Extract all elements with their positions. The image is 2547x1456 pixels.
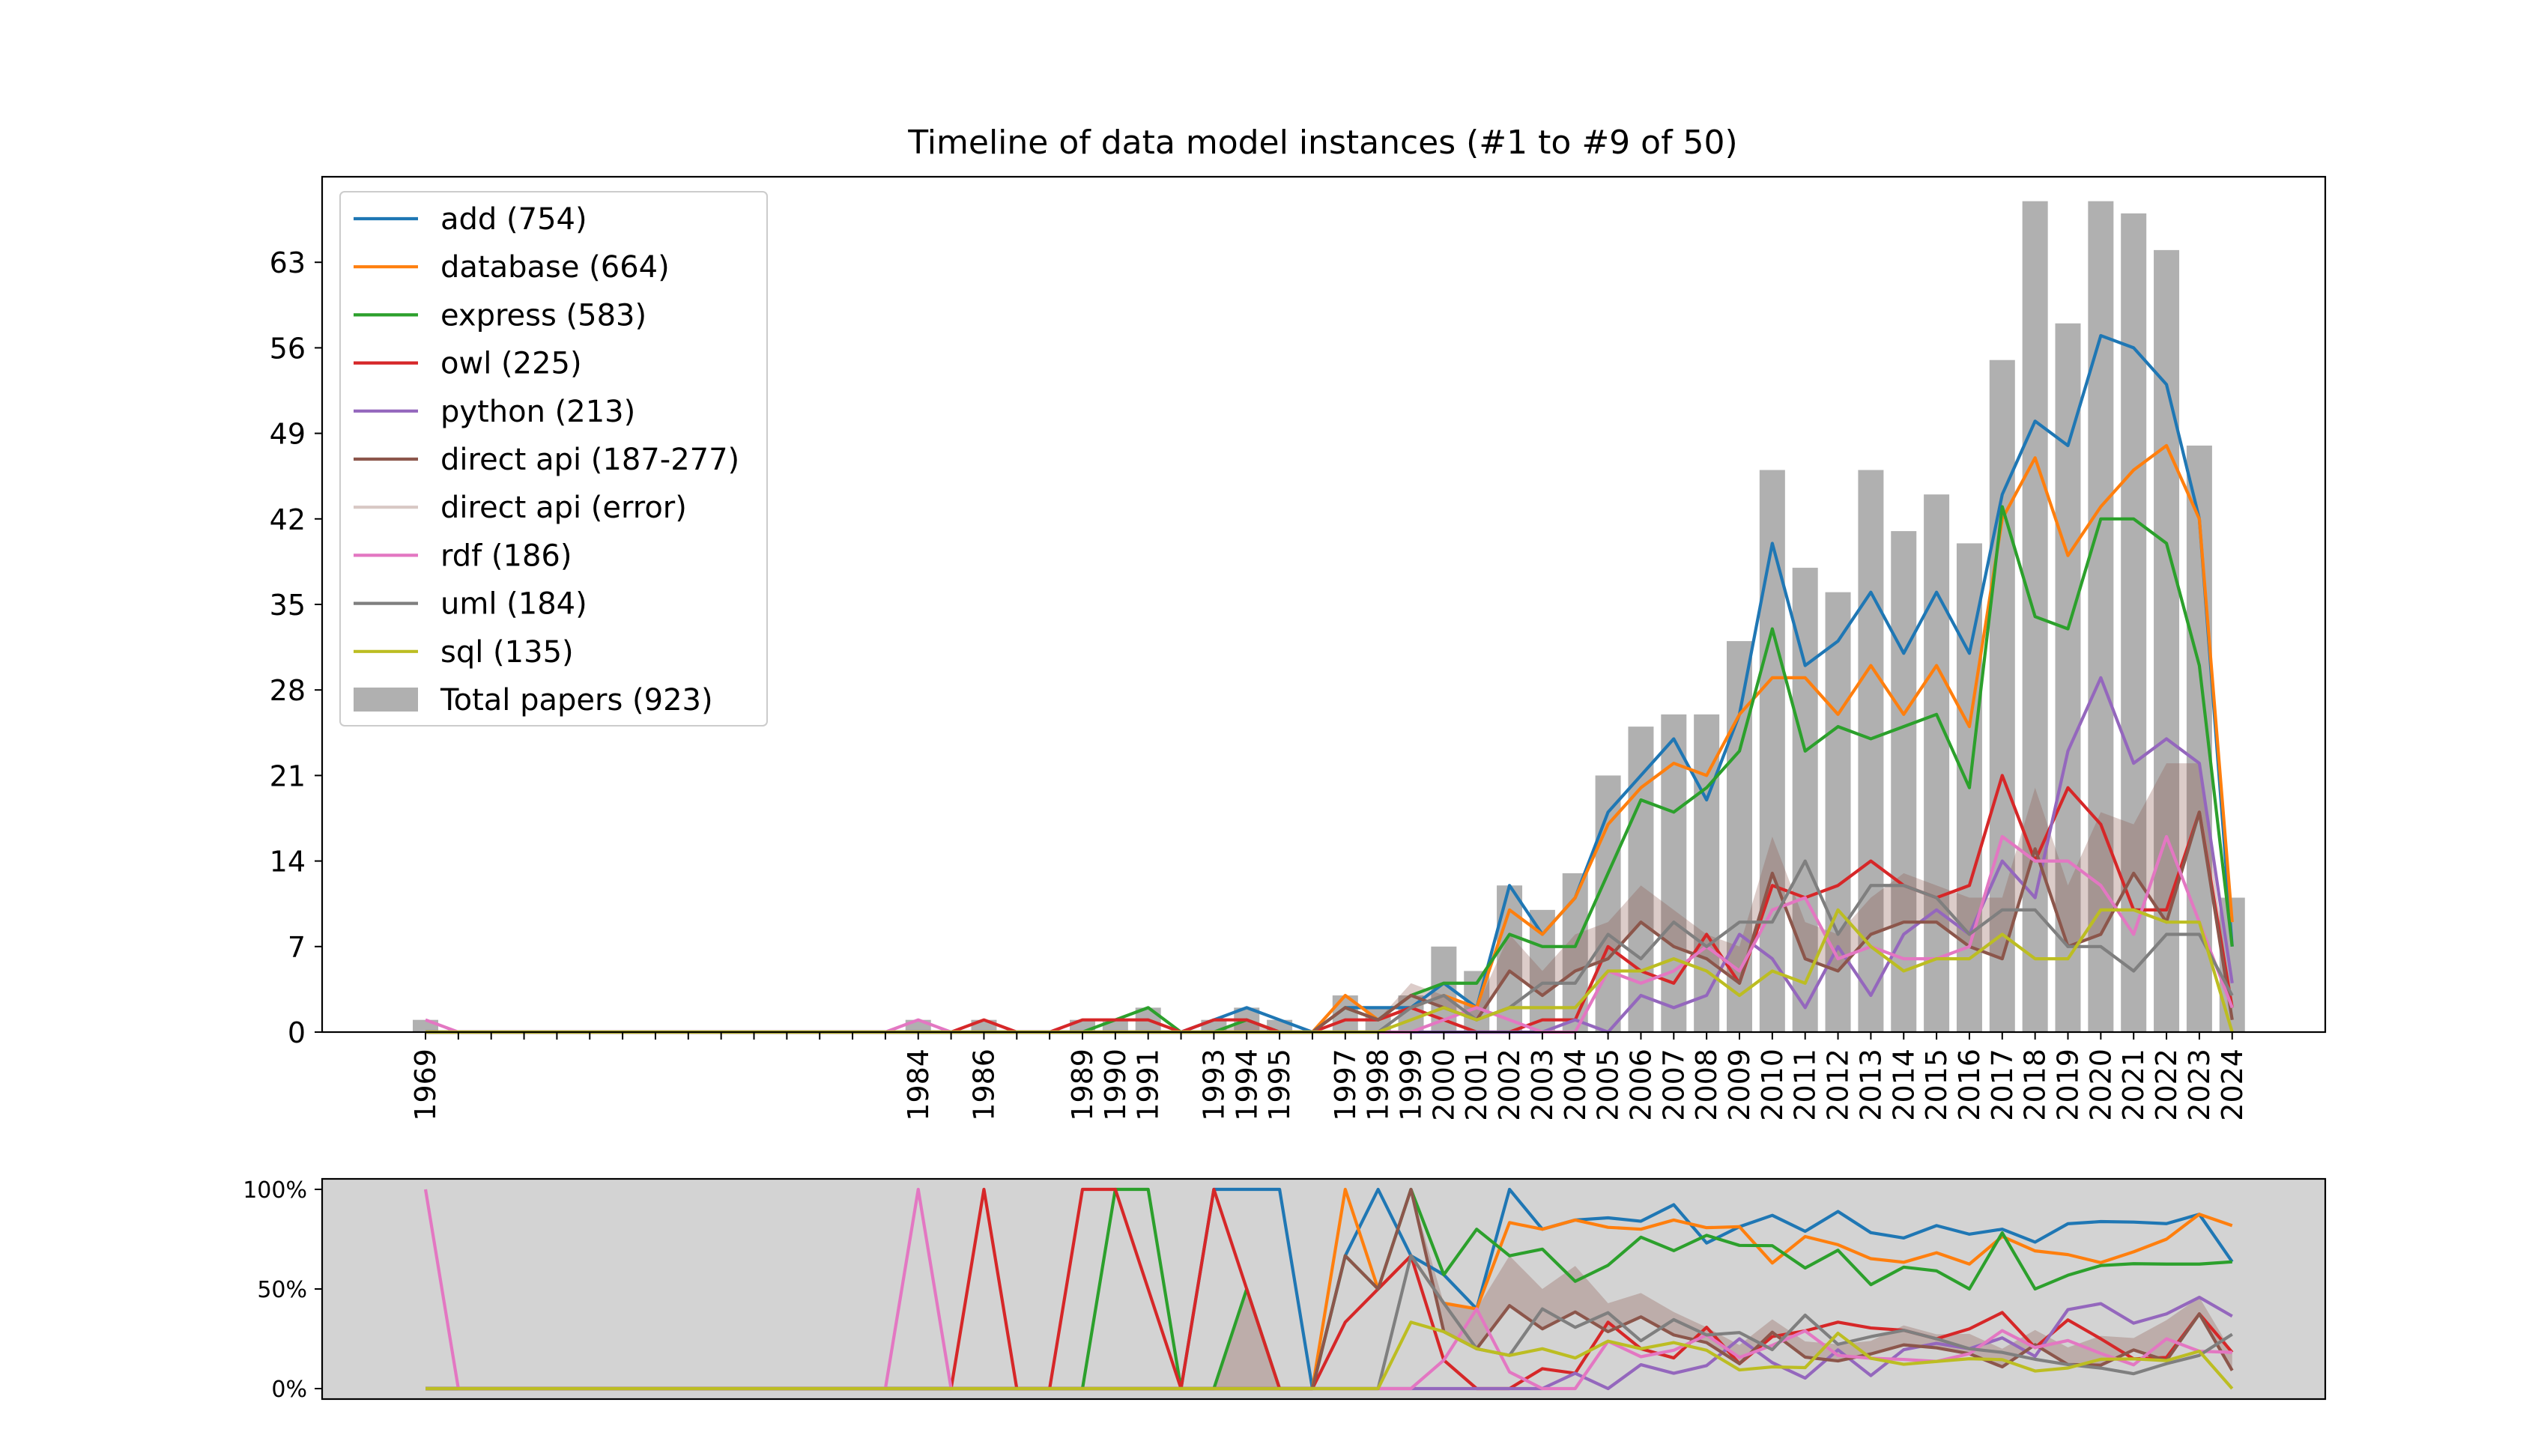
x-tick-label: 2024 <box>2216 1049 2249 1121</box>
pct-y-tick-label: 0% <box>271 1377 307 1403</box>
legend-box <box>339 191 768 727</box>
x-tick-label: 2016 <box>1953 1049 1986 1121</box>
total-papers-bar <box>2154 249 2180 1032</box>
x-tick-label: 2017 <box>1986 1049 2019 1121</box>
x-tick-label: 2014 <box>1887 1049 1920 1121</box>
legend-label: express (583) <box>440 298 646 333</box>
legend-label: rdf (186) <box>440 539 572 573</box>
x-tick-label: 1990 <box>1099 1049 1132 1121</box>
total-papers-bar <box>1529 909 1555 1032</box>
y-tick-label: 35 <box>270 589 306 622</box>
x-tick-label: 2002 <box>1493 1049 1526 1121</box>
x-tick-label: 2007 <box>1657 1049 1690 1121</box>
x-tick-label: 1997 <box>1329 1049 1362 1121</box>
x-tick-label: 2019 <box>2052 1049 2085 1121</box>
legend-label: owl (225) <box>440 347 582 381</box>
chart-title: Timeline of data model instances (#1 to … <box>907 124 1737 162</box>
x-tick-label: 2020 <box>2084 1049 2117 1121</box>
x-tick-label: 2023 <box>2183 1049 2216 1121</box>
y-tick-label: 0 <box>288 1016 306 1049</box>
x-tick-label: 2003 <box>1526 1049 1559 1121</box>
x-tick-label: 1989 <box>1066 1049 1099 1121</box>
x-tick-label: 1969 <box>409 1049 442 1121</box>
x-tick-label: 2021 <box>2117 1049 2150 1121</box>
x-tick-label: 1999 <box>1395 1049 1428 1121</box>
y-tick-label: 56 <box>270 332 306 365</box>
legend-label: python (213) <box>440 395 635 429</box>
legend-swatch <box>354 688 418 712</box>
y-tick-label: 49 <box>270 418 306 451</box>
x-tick-label: 1993 <box>1197 1049 1230 1121</box>
x-tick-label: 1995 <box>1263 1049 1296 1121</box>
pct-y-tick-label: 50% <box>257 1277 307 1303</box>
y-tick-label: 7 <box>288 931 306 964</box>
percentage-line-sql <box>425 1320 2234 1391</box>
y-tick-label: 21 <box>270 759 306 792</box>
total-papers-bar <box>1628 727 1654 1032</box>
legend-label: Total papers (923) <box>440 683 713 718</box>
x-tick-label: 2006 <box>1624 1049 1657 1121</box>
direct-api-error-band <box>425 763 2232 1032</box>
x-tick-label: 1984 <box>902 1049 935 1121</box>
x-tick-label: 2018 <box>2019 1049 2052 1121</box>
y-tick-label: 28 <box>270 674 306 707</box>
legend-label: sql (135) <box>440 635 574 670</box>
x-tick-label: 1991 <box>1132 1049 1165 1121</box>
legend-label: direct api (error) <box>440 491 687 525</box>
x-tick-label: 2011 <box>1789 1049 1822 1121</box>
legend-label: uml (184) <box>440 587 587 622</box>
x-tick-label: 2008 <box>1690 1049 1723 1121</box>
percentage-plot-area: 0% 50% 100% <box>243 1177 2327 1403</box>
legend-label: database (664) <box>440 250 670 285</box>
y-tick-label: 42 <box>270 503 306 536</box>
x-tick-label: 2001 <box>1460 1049 1493 1121</box>
x-tick-label: 1994 <box>1230 1049 1263 1121</box>
x-tick-label: 2010 <box>1756 1049 1789 1121</box>
legend-label: direct api (187-277) <box>440 443 739 477</box>
x-tick-label: 2012 <box>1822 1049 1855 1121</box>
x-tick-label: 2022 <box>2150 1049 2183 1121</box>
x-tick-label: 2004 <box>1559 1049 1592 1121</box>
x-tick-label: 1998 <box>1362 1049 1395 1121</box>
y-tick-label: 14 <box>270 846 306 879</box>
legend-label: add (754) <box>440 202 587 237</box>
total-papers-bar <box>1924 494 1950 1032</box>
x-tick-label: 2000 <box>1427 1049 1460 1121</box>
x-tick-label: 2009 <box>1723 1049 1756 1121</box>
y-tick-label: 63 <box>270 246 306 279</box>
x-tick-label: 1986 <box>967 1049 1000 1121</box>
x-tick-label: 2013 <box>1854 1049 1887 1121</box>
total-papers-bar <box>1759 470 1785 1032</box>
pct-y-tick-label: 100% <box>243 1177 307 1204</box>
x-tick-label: 2005 <box>1592 1049 1625 1121</box>
x-tick-label: 2015 <box>1920 1049 1953 1121</box>
